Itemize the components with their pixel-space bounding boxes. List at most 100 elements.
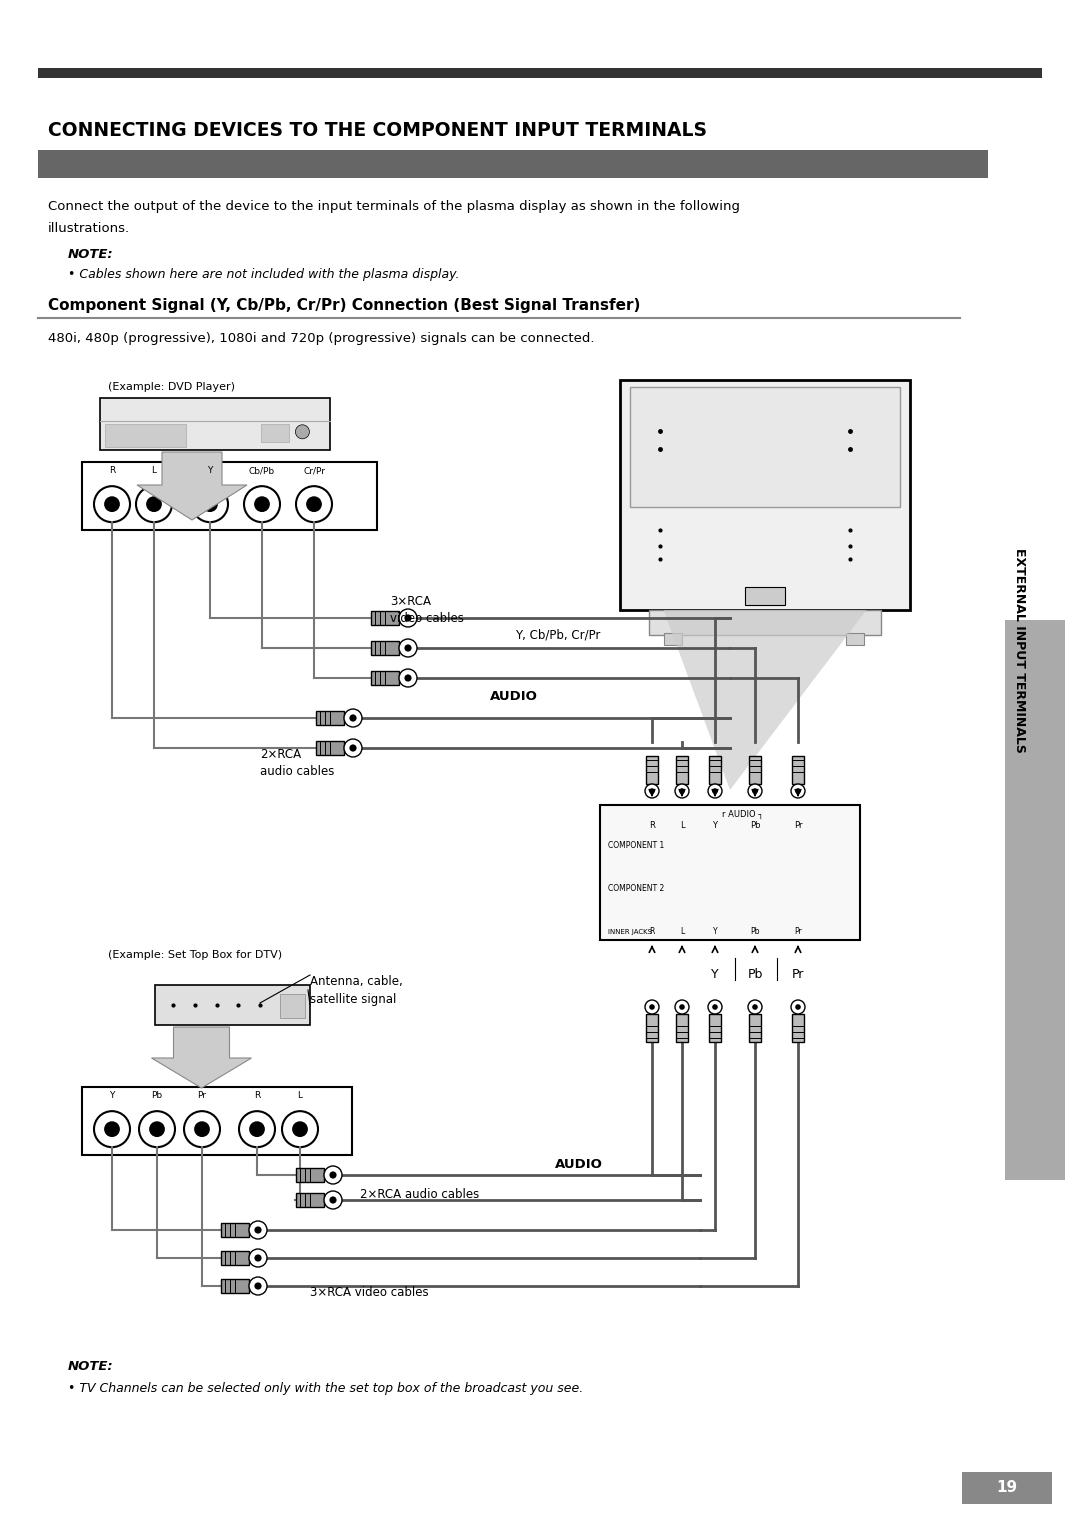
Circle shape — [150, 1122, 164, 1135]
Text: Pb: Pb — [747, 967, 762, 981]
Bar — [372, 671, 399, 685]
Circle shape — [752, 1004, 758, 1010]
Bar — [750, 1013, 761, 1042]
Circle shape — [255, 1282, 261, 1289]
Bar — [221, 1251, 249, 1265]
Circle shape — [675, 1000, 689, 1013]
Circle shape — [105, 1122, 119, 1135]
Text: video cables: video cables — [390, 612, 464, 626]
Circle shape — [748, 1000, 762, 1013]
Circle shape — [404, 644, 411, 652]
Text: Cb/Pb: Cb/Pb — [248, 465, 275, 475]
Circle shape — [677, 888, 687, 899]
Circle shape — [679, 789, 685, 794]
Bar — [962, 1473, 1052, 1505]
Circle shape — [795, 1004, 800, 1010]
Text: satellite signal: satellite signal — [310, 993, 396, 1006]
Bar — [708, 755, 721, 784]
Bar — [82, 462, 377, 530]
Circle shape — [649, 1004, 654, 1010]
Text: NOTE:: NOTE: — [68, 1360, 113, 1373]
Circle shape — [712, 1004, 718, 1010]
Circle shape — [350, 745, 356, 752]
Circle shape — [649, 789, 654, 794]
Circle shape — [329, 1196, 337, 1204]
Circle shape — [791, 784, 805, 798]
Circle shape — [249, 1248, 267, 1267]
Text: audio cables: audio cables — [260, 765, 335, 778]
Bar — [221, 1222, 249, 1238]
Polygon shape — [137, 452, 247, 520]
Circle shape — [249, 1277, 267, 1296]
Text: Component Signal (Y, Cb/Pb, Cr/Pr) Connection (Best Signal Transfer): Component Signal (Y, Cb/Pb, Cr/Pr) Conne… — [48, 298, 640, 313]
Circle shape — [712, 789, 718, 794]
Bar — [38, 69, 1042, 78]
Circle shape — [324, 1190, 342, 1209]
Text: R: R — [254, 1091, 260, 1100]
Text: (Example: Set Top Box for DTV): (Example: Set Top Box for DTV) — [108, 951, 282, 960]
Text: L: L — [297, 1091, 302, 1100]
Text: INNER JACKS: INNER JACKS — [608, 929, 652, 935]
Text: Pb: Pb — [751, 926, 759, 935]
Text: Y, Cb/Pb, Cr/Pr: Y, Cb/Pb, Cr/Pr — [515, 629, 600, 641]
Text: NOTE:: NOTE: — [68, 249, 113, 261]
Circle shape — [255, 1227, 261, 1233]
Text: Connect the output of the device to the input terminals of the plasma display as: Connect the output of the device to the … — [48, 200, 740, 214]
Bar — [630, 388, 900, 507]
Text: R: R — [109, 465, 116, 475]
Text: r AUDIO ┐: r AUDIO ┐ — [723, 810, 764, 819]
Text: Y: Y — [109, 1091, 114, 1100]
Text: 2×RCA audio cables: 2×RCA audio cables — [360, 1189, 480, 1201]
Text: EXTERNAL INPUT TERMINALS: EXTERNAL INPUT TERMINALS — [1013, 548, 1026, 752]
Bar — [105, 424, 186, 447]
Circle shape — [203, 497, 217, 511]
Bar — [649, 610, 881, 635]
Text: 3×RCA video cables: 3×RCA video cables — [310, 1286, 429, 1299]
Text: Y: Y — [713, 926, 717, 935]
Bar — [708, 1013, 721, 1042]
Bar — [316, 711, 345, 725]
Bar — [620, 380, 910, 610]
Circle shape — [748, 784, 762, 798]
Text: Pb: Pb — [750, 821, 760, 830]
Text: (Example: DVD Player): (Example: DVD Player) — [108, 382, 235, 392]
Circle shape — [399, 609, 417, 627]
Circle shape — [404, 615, 411, 621]
Text: L: L — [151, 465, 157, 475]
Bar — [646, 1013, 658, 1042]
Text: L: L — [679, 821, 685, 830]
Circle shape — [251, 1122, 264, 1135]
Circle shape — [708, 784, 723, 798]
Bar — [846, 633, 864, 645]
Bar — [221, 1279, 249, 1293]
Circle shape — [679, 1004, 685, 1010]
Circle shape — [793, 888, 804, 899]
Text: Y: Y — [712, 967, 719, 981]
Text: 480i, 480p (progressive), 1080i and 720p (progressive) signals can be connected.: 480i, 480p (progressive), 1080i and 720p… — [48, 333, 594, 345]
Bar — [82, 1087, 352, 1155]
Bar — [676, 755, 688, 784]
Text: Y: Y — [713, 821, 717, 830]
Circle shape — [105, 497, 119, 511]
Circle shape — [710, 888, 720, 899]
Polygon shape — [151, 1027, 252, 1088]
Circle shape — [752, 789, 758, 794]
Text: AUDIO: AUDIO — [555, 1158, 603, 1170]
Circle shape — [750, 842, 760, 853]
Bar — [792, 755, 804, 784]
Text: Pb: Pb — [151, 1091, 163, 1100]
Circle shape — [195, 1122, 208, 1135]
Text: • Cables shown here are not included with the plasma display.: • Cables shown here are not included wit… — [68, 269, 459, 281]
Bar — [750, 755, 761, 784]
Circle shape — [307, 497, 321, 511]
Circle shape — [793, 842, 804, 853]
Circle shape — [675, 784, 689, 798]
Text: Y: Y — [207, 465, 213, 475]
Circle shape — [255, 497, 269, 511]
Circle shape — [795, 789, 800, 794]
Bar — [676, 1013, 688, 1042]
Bar — [296, 1193, 324, 1207]
Bar — [600, 806, 860, 940]
Text: illustrations.: illustrations. — [48, 221, 130, 235]
Bar — [280, 993, 305, 1018]
